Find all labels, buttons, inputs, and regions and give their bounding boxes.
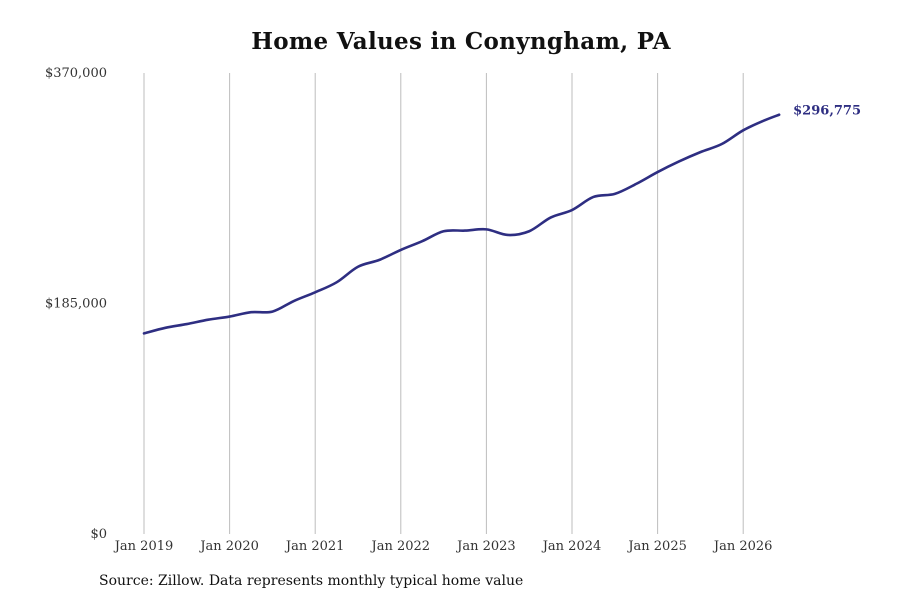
series-line-0 [142,113,781,335]
end-labels: $296,775 [793,104,861,119]
end-value-label-0: $296,775 [793,104,861,119]
x-axis-ticks: Jan 2019 Jan 2020 Jan 2021 Jan 2022 Jan 2023… [113,539,773,554]
series-lines [142,113,781,335]
y-tick-label-1: $185,000 [45,297,107,312]
x-tick-label-5: Jan 2024 [541,539,602,554]
gridlines [143,73,744,534]
x-tick-label-7: Jan 2026 [712,539,773,554]
x-tick-label-3: Jan 2022 [370,539,431,554]
x-tick-label-1: Jan 2020 [198,539,259,554]
y-tick-label-0: $0 [90,527,107,542]
y-axis-ticks: $0 $185,000 $370,000 [45,66,107,542]
chart-title: Home Values in Conyngham, PA [251,28,671,55]
source-note: Source: Zillow. Data represents monthly … [99,573,524,589]
x-tick-label-0: Jan 2019 [113,539,174,554]
x-tick-label-6: Jan 2025 [626,539,687,554]
x-tick-label-2: Jan 2021 [284,539,345,554]
y-tick-label-2: $370,000 [45,66,107,81]
x-tick-label-4: Jan 2023 [455,539,516,554]
